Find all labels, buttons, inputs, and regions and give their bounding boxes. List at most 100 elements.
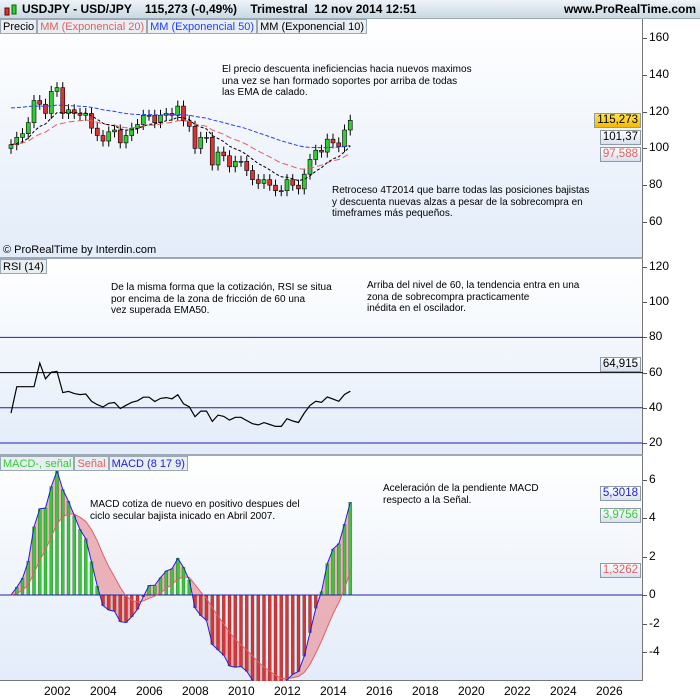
x-tick-label: 2016 (366, 684, 393, 698)
axis-tick-mark (643, 337, 647, 339)
candle-body (278, 190, 284, 193)
macd-panel[interactable]: MACD-, señal Señal MACD (8 17 9) MACD co… (0, 456, 643, 681)
macd-histogram-bar (296, 594, 301, 672)
macd-annotation-1: MACD cotiza de nuevo en positivo despues… (90, 499, 300, 522)
price-chart (8, 82, 353, 197)
x-tick-label: 2006 (136, 684, 163, 698)
candle-body (123, 135, 129, 144)
candle-body (71, 109, 77, 114)
candle-body (66, 109, 71, 114)
axis-tick-label: 6 (649, 471, 656, 486)
x-tick-label: 2008 (182, 684, 209, 698)
ema50-value-label: 101,37 (599, 130, 641, 145)
candle-body (48, 91, 54, 114)
x-tick-label: 2002 (44, 684, 71, 698)
axis-tick-mark (643, 652, 647, 654)
axis-tick-mark (643, 74, 647, 76)
copyright: © ProRealTime by Interdin.com (3, 244, 157, 256)
legend-macd[interactable]: MACD (8 17 9) (108, 456, 188, 471)
axis-tick-label: 80 (649, 177, 663, 192)
macd-histogram-bar (273, 594, 278, 681)
legend-signal[interactable]: Señal (74, 456, 109, 471)
macd-histogram-bar (256, 594, 260, 681)
candle-body (296, 184, 301, 190)
macd-histogram-bar (233, 594, 237, 668)
candle-body (330, 138, 336, 144)
x-tick-label: 2010 (228, 684, 255, 698)
macd-histogram-bar (49, 486, 53, 596)
macd-histogram-bar (210, 594, 214, 645)
macd-histogram-bar (78, 529, 82, 596)
rsi-legend: RSI (14) (0, 259, 47, 274)
ema20-line (10, 119, 351, 170)
candle-body (324, 138, 330, 153)
legend-ema50[interactable]: MM (Exponencial 50) (147, 19, 258, 34)
axis-tick-label: 40 (649, 399, 663, 414)
macd-histogram-bar (348, 502, 352, 596)
axis-tick-label: 160 (649, 30, 670, 44)
macd-histogram-bar (153, 585, 157, 596)
candle-body (43, 103, 48, 114)
axis-tick-label: 100 (649, 294, 670, 309)
macd-histogram-bar (331, 548, 335, 596)
price-panel[interactable]: Precio MM (Exponencial 20) MM (Exponenci… (0, 19, 643, 259)
x-tick-label: 2024 (550, 684, 577, 698)
legend-rsi[interactable]: RSI (14) (0, 259, 47, 274)
candle-body (227, 155, 232, 168)
rsi-panel[interactable]: RSI (14) De la misma forma que la cotiza… (0, 259, 643, 456)
legend-price[interactable]: Precio (0, 19, 38, 34)
legend-ema20[interactable]: MM (Exponencial 20) (37, 19, 148, 34)
macd-histogram-bar (268, 594, 272, 681)
macd-axis[interactable]: 6 4 2 0 -2 -4 5,3018 3,9756 1,3262 (599, 456, 700, 681)
axis-tick-mark (643, 623, 647, 625)
macd-histogram-bar (164, 570, 168, 596)
axis-tick-label: 140 (649, 66, 670, 81)
candle-body (342, 129, 347, 147)
candle-body (31, 100, 37, 123)
axis-tick-label: 120 (649, 259, 670, 273)
axis-tick-mark (643, 479, 647, 481)
candle-body (94, 127, 100, 136)
candle-body (255, 179, 261, 184)
axis-tick-label: 120 (649, 103, 670, 118)
macd-histogram-bar (26, 560, 30, 596)
candle-body (347, 119, 353, 131)
price-axis[interactable]: 160 140 120 100 80 60 115,273 101,37 97,588 (594, 19, 700, 259)
site-link[interactable]: www.ProRealTime.com (563, 2, 696, 16)
candle-body (20, 133, 25, 138)
macd-signal-fill (11, 470, 351, 681)
macd-histogram-bar (170, 568, 174, 596)
axis-tick-label: 4 (649, 510, 656, 525)
macd-histogram-bar (38, 508, 42, 596)
instrument-title: USDJPY - USD/JPY 115,273 (-0,49%) Trimes… (22, 2, 417, 16)
macd-histogram-bar (84, 538, 88, 596)
candle-body (14, 137, 20, 146)
macd-histogram-bar (66, 501, 71, 596)
candle-body (232, 160, 238, 168)
axis-tick-mark (643, 518, 647, 520)
macd-legend: MACD-, señal Señal MACD (8 17 9) (0, 456, 188, 471)
legend-macd-hist[interactable]: MACD-, señal (0, 456, 75, 471)
rsi-axis[interactable]: 120 100 80 60 40 20 64,915 (599, 259, 700, 456)
axis-tick-mark (643, 185, 647, 187)
macd-histogram-bar (55, 470, 59, 596)
candle-body (273, 184, 278, 192)
macd-histogram-bar (216, 594, 220, 651)
candle-body (192, 126, 198, 149)
axis-tick-label: 0 (649, 587, 656, 601)
chart-header: USDJPY - USD/JPY 115,273 (-0,49%) Trimes… (0, 0, 700, 19)
macd-histogram-bar (250, 594, 255, 681)
axis-tick-label: -4 (649, 644, 660, 659)
candle-body (215, 151, 221, 166)
macd-chart (0, 469, 643, 681)
axis-tick-mark (643, 302, 647, 304)
time-axis[interactable]: 2002 2004 2006 2008 2010 2012 2014 2016 2018 2020… (0, 681, 700, 700)
candle-body (336, 142, 342, 147)
x-tick-label: 2020 (458, 684, 485, 698)
legend-ema10[interactable]: MM (Exponencial 10) (257, 19, 367, 34)
axis-tick-label: 100 (649, 140, 670, 155)
macd-histogram-bar (124, 594, 128, 623)
candle-body (204, 137, 209, 139)
axis-tick-mark (643, 38, 647, 39)
macd-annotation-2: Aceleración de la pendiente MACD respect… (383, 483, 539, 506)
